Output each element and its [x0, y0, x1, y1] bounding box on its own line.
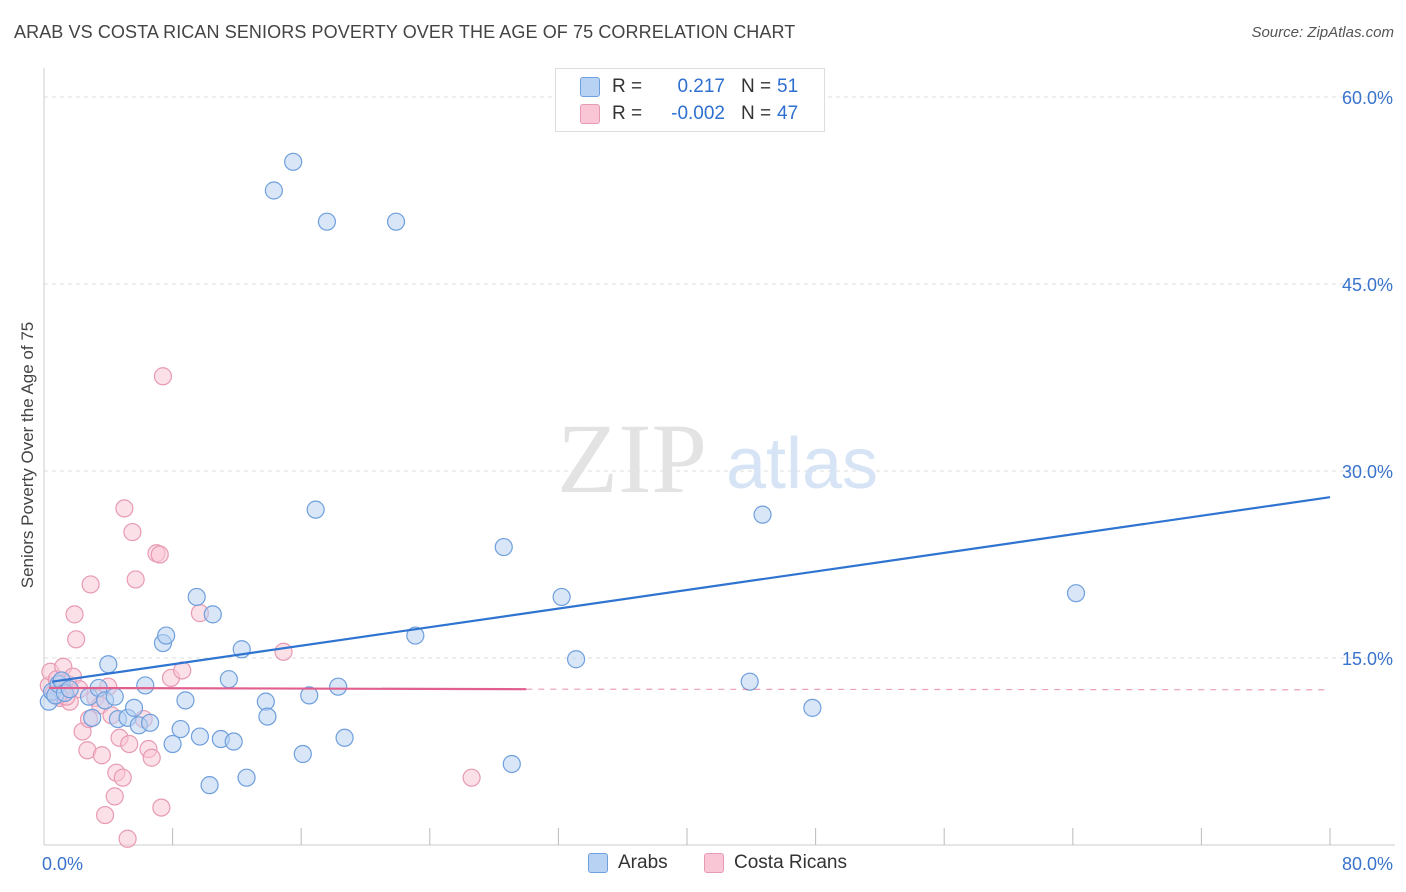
costa-ricans-point: [81, 575, 100, 594]
arabs-swatch: [588, 853, 608, 873]
n-value: 51: [777, 76, 799, 97]
costa-ricans-point: [105, 787, 124, 806]
stats-row-costa-ricans: R = -0.002 N = 47: [580, 101, 798, 127]
costa-ricans-points: [39, 367, 481, 848]
chart-title: ARAB VS COSTA RICAN SENIORS POVERTY OVER…: [14, 22, 796, 42]
y-axis-label: Seniors Poverty Over the Age of 75: [18, 321, 37, 589]
arabs-point: [502, 754, 521, 774]
arabs-point: [224, 732, 243, 751]
arabs-point: [203, 605, 222, 624]
watermark-atlas: atlas: [726, 424, 878, 504]
arabs-point: [300, 686, 319, 705]
y-tick-label: 15.0%: [1342, 649, 1393, 669]
tick-labels: 15.0% 30.0% 45.0% 60.0% 0.0% 80.0%: [42, 88, 1393, 874]
n-label: N =: [741, 76, 772, 97]
arabs-point: [157, 626, 176, 645]
arabs-point: [83, 708, 102, 727]
series-legend: Arabs Costa Ricans: [0, 852, 1406, 878]
y-tick-label: 45.0%: [1342, 275, 1393, 295]
costa-ricans-trend-extension: [526, 688, 1331, 691]
arabs-point: [264, 181, 283, 200]
costa-ricans-point: [115, 499, 134, 518]
costa-ricans-swatch: [580, 104, 600, 124]
costa-ricans-point: [152, 798, 171, 817]
costa-ricans-point: [67, 630, 86, 649]
arabs-points: [39, 152, 1086, 795]
arabs-point: [60, 680, 79, 699]
arabs-point: [329, 677, 348, 696]
legend-item-costa-ricans[interactable]: Costa Ricans: [704, 852, 847, 874]
arabs-point: [190, 727, 210, 746]
arabs-swatch: [580, 77, 600, 97]
x-tick-label: 80.0%: [1342, 854, 1393, 874]
arabs-point: [803, 698, 822, 717]
stats-legend: R = 0.217 N = 51 R = -0.002 N = 47: [555, 68, 825, 132]
arabs-trend-line: [51, 496, 1331, 683]
watermark-zip: ZIP: [557, 403, 707, 514]
arabs-point: [386, 212, 406, 231]
arabs-point: [237, 768, 256, 787]
trend-lines: [48, 496, 1331, 691]
n-value: 47: [777, 103, 799, 124]
arabs-point: [171, 719, 190, 739]
arabs-point: [740, 672, 759, 691]
arabs-point: [753, 505, 772, 524]
arabs-point: [140, 713, 160, 732]
arabs-point: [494, 537, 513, 557]
arabs-point: [317, 212, 337, 231]
legend-label-arabs: Arabs: [618, 852, 668, 873]
arabs-point: [124, 698, 144, 717]
n-label: N =: [741, 103, 772, 124]
costa-ricans-point: [123, 522, 142, 542]
r-label: R =: [612, 76, 643, 97]
legend-item-arabs[interactable]: Arabs: [588, 852, 668, 874]
axes: [43, 68, 1395, 846]
costa-ricans-point: [462, 768, 481, 787]
arabs-point: [105, 687, 124, 706]
costa-ricans-point: [274, 642, 293, 661]
r-label: R =: [612, 103, 643, 124]
arabs-point: [99, 655, 118, 674]
source-label: Source: ZipAtlas.com: [1251, 24, 1394, 41]
arabs-point: [293, 744, 312, 764]
arabs-point: [163, 734, 182, 754]
y-tick-label: 60.0%: [1342, 88, 1393, 108]
costa-ricans-point: [95, 805, 115, 825]
costa-ricans-point: [126, 570, 145, 589]
r-value: -0.002: [671, 103, 725, 124]
arabs-point: [176, 691, 195, 710]
stats-row-arabs: R = 0.217 N = 51: [580, 74, 798, 100]
costa-ricans-point: [113, 768, 132, 787]
legend-label-costa-ricans: Costa Ricans: [734, 852, 847, 873]
arabs-point: [200, 776, 219, 795]
arabs-point: [335, 728, 354, 747]
arabs-point: [256, 692, 275, 711]
gridlines: [44, 96, 1395, 659]
costa-ricans-point: [92, 746, 111, 765]
costa-ricans-point: [118, 829, 137, 848]
costa-ricans-swatch: [704, 853, 724, 873]
arabs-point: [219, 670, 238, 689]
arabs-point: [566, 650, 586, 669]
arabs-point: [306, 500, 325, 519]
r-value: 0.217: [677, 76, 725, 97]
arabs-point: [406, 626, 425, 645]
y-tick-label: 30.0%: [1342, 462, 1393, 482]
costa-ricans-trend-line: [48, 686, 527, 691]
costa-ricans-point: [142, 748, 161, 767]
x-tick-label: 0.0%: [42, 854, 83, 874]
costa-ricans-point: [120, 734, 139, 754]
arabs-point: [552, 587, 571, 607]
costa-ricans-point: [150, 545, 169, 564]
costa-ricans-point: [153, 367, 173, 386]
costa-ricans-point: [65, 605, 84, 624]
arabs-point: [284, 152, 303, 171]
arabs-point: [136, 676, 155, 695]
arabs-point: [258, 707, 277, 726]
arabs-point: [187, 587, 206, 607]
arabs-point: [1066, 584, 1086, 603]
watermark: ZIP atlas: [557, 403, 878, 514]
